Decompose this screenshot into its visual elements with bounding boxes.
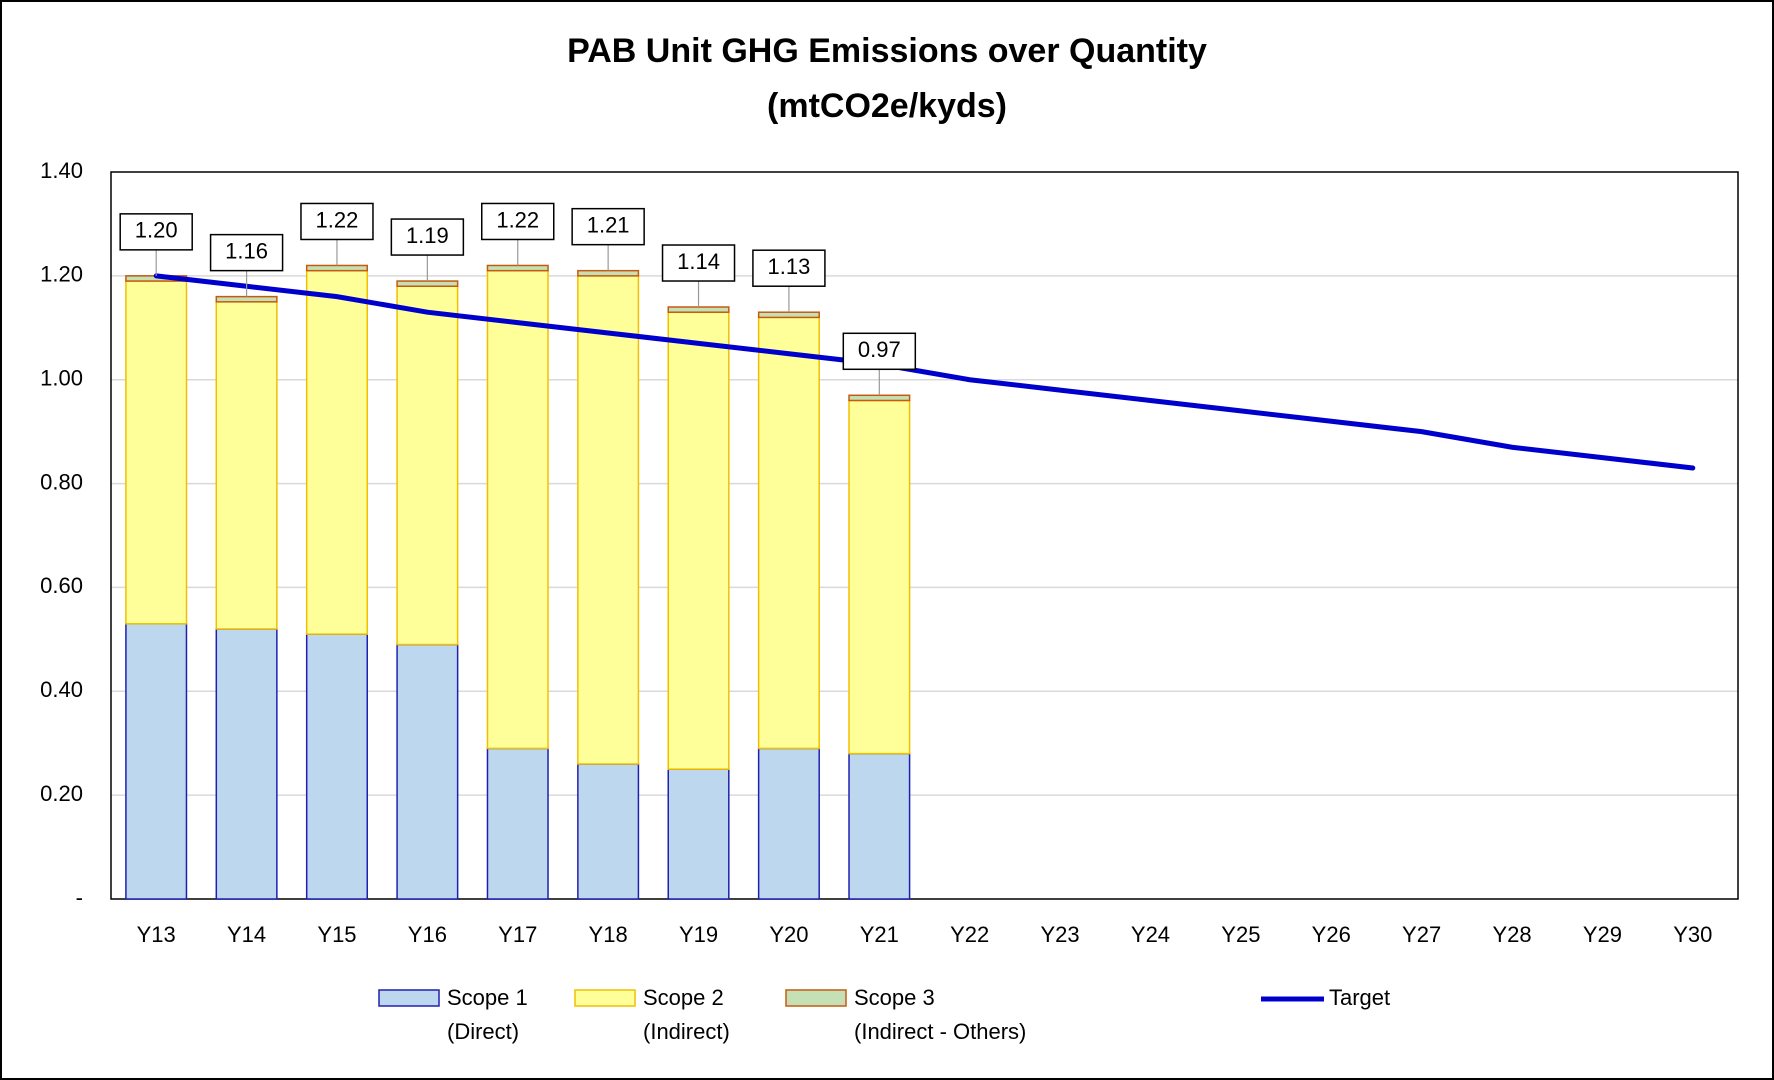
data-label-box [571,207,645,246]
bar-segment [577,269,640,277]
bar-segment [305,264,369,272]
legend-swatch [574,989,636,1007]
x-tick-label: Y20 [769,922,808,947]
data-label-box [661,244,736,282]
data-label-box [300,202,374,241]
data-label-box [209,233,284,272]
bar-segment [396,280,459,287]
y-tick-label: 1.20 [40,262,83,287]
bar-segment [848,399,911,755]
y-tick-label: 0.20 [40,781,83,806]
y-tick-label: 0.80 [40,469,83,494]
bar-segment [757,316,820,750]
bar-segment [848,752,911,900]
bar-segment [305,269,369,635]
y-tick-label: 0.40 [40,677,83,702]
bar-segment [396,285,459,646]
data-label-box [119,213,193,251]
legend-label: Target [1329,985,1390,1010]
bar-segment [577,763,640,900]
x-tick-label: Y30 [1673,922,1712,947]
bar-segment [305,633,369,900]
chart-title: PAB Unit GHG Emissions over Quantity [567,32,1207,70]
legend-swatch [785,989,847,1007]
chart-subtitle: (mtCO2e/kyds) [767,87,1007,125]
legend-description: (Direct) [447,1019,519,1044]
x-tick-label: Y28 [1492,922,1531,947]
x-tick-label: Y29 [1583,922,1622,947]
bar-segment [486,747,549,900]
x-tick-label: Y27 [1402,922,1441,947]
bar-segment [125,623,188,900]
bar-segment [486,264,549,272]
x-tick-label: Y23 [1041,922,1080,947]
target-line [153,273,1696,471]
x-tick-label: Y15 [317,922,356,947]
data-label-box [390,218,465,256]
data-label: 1.22 [316,207,359,232]
bar-segment [215,628,278,900]
data-label: 1.16 [225,238,268,263]
bar-segment [667,768,730,900]
y-tick-label: 1.40 [40,158,83,183]
bar-segment [757,311,820,319]
bar-segment [215,301,278,630]
bar-segment [757,747,820,900]
bar-segment [577,275,640,765]
legend-swatch [378,989,440,1007]
bar-segment [125,280,188,625]
data-label-box [842,332,917,371]
data-label: 1.13 [768,254,811,279]
legend-description: (Indirect - Others) [854,1019,1026,1044]
x-tick-label: Y25 [1221,922,1260,947]
x-tick-label: Y22 [950,922,989,947]
x-tick-label: Y24 [1131,922,1170,947]
data-label: 1.20 [135,218,178,243]
y-tick-label: 0.60 [40,573,83,598]
plot-area [110,171,1739,900]
x-tick-label: Y18 [589,922,628,947]
legend-description: (Indirect) [643,1019,730,1044]
x-tick-label: Y13 [137,922,176,947]
x-tick-label: Y16 [408,922,447,947]
x-tick-label: Y21 [860,922,899,947]
data-label: 1.14 [677,249,720,274]
legend-label: Scope 2 [643,985,724,1010]
x-tick-label: Y26 [1312,922,1351,947]
data-label-box [481,202,555,241]
y-tick-label: 1.00 [40,366,83,391]
bar-segment [848,394,911,402]
data-label: 1.19 [406,223,449,248]
data-label: 1.21 [587,212,630,237]
legend-label: Scope 3 [854,985,935,1010]
bar-segment [486,269,549,750]
data-label: 0.97 [858,337,901,362]
bar-segment [396,643,459,900]
legend-label: Scope 1 [447,985,528,1010]
y-tick-label: - [76,885,83,910]
bar-segment [667,306,730,313]
bar-segment [667,311,730,770]
bar-segment [215,295,278,303]
x-tick-label: Y19 [679,922,718,947]
data-label-box [752,249,826,287]
x-tick-label: Y17 [498,922,537,947]
x-tick-label: Y14 [227,922,266,947]
data-label: 1.22 [496,207,539,232]
